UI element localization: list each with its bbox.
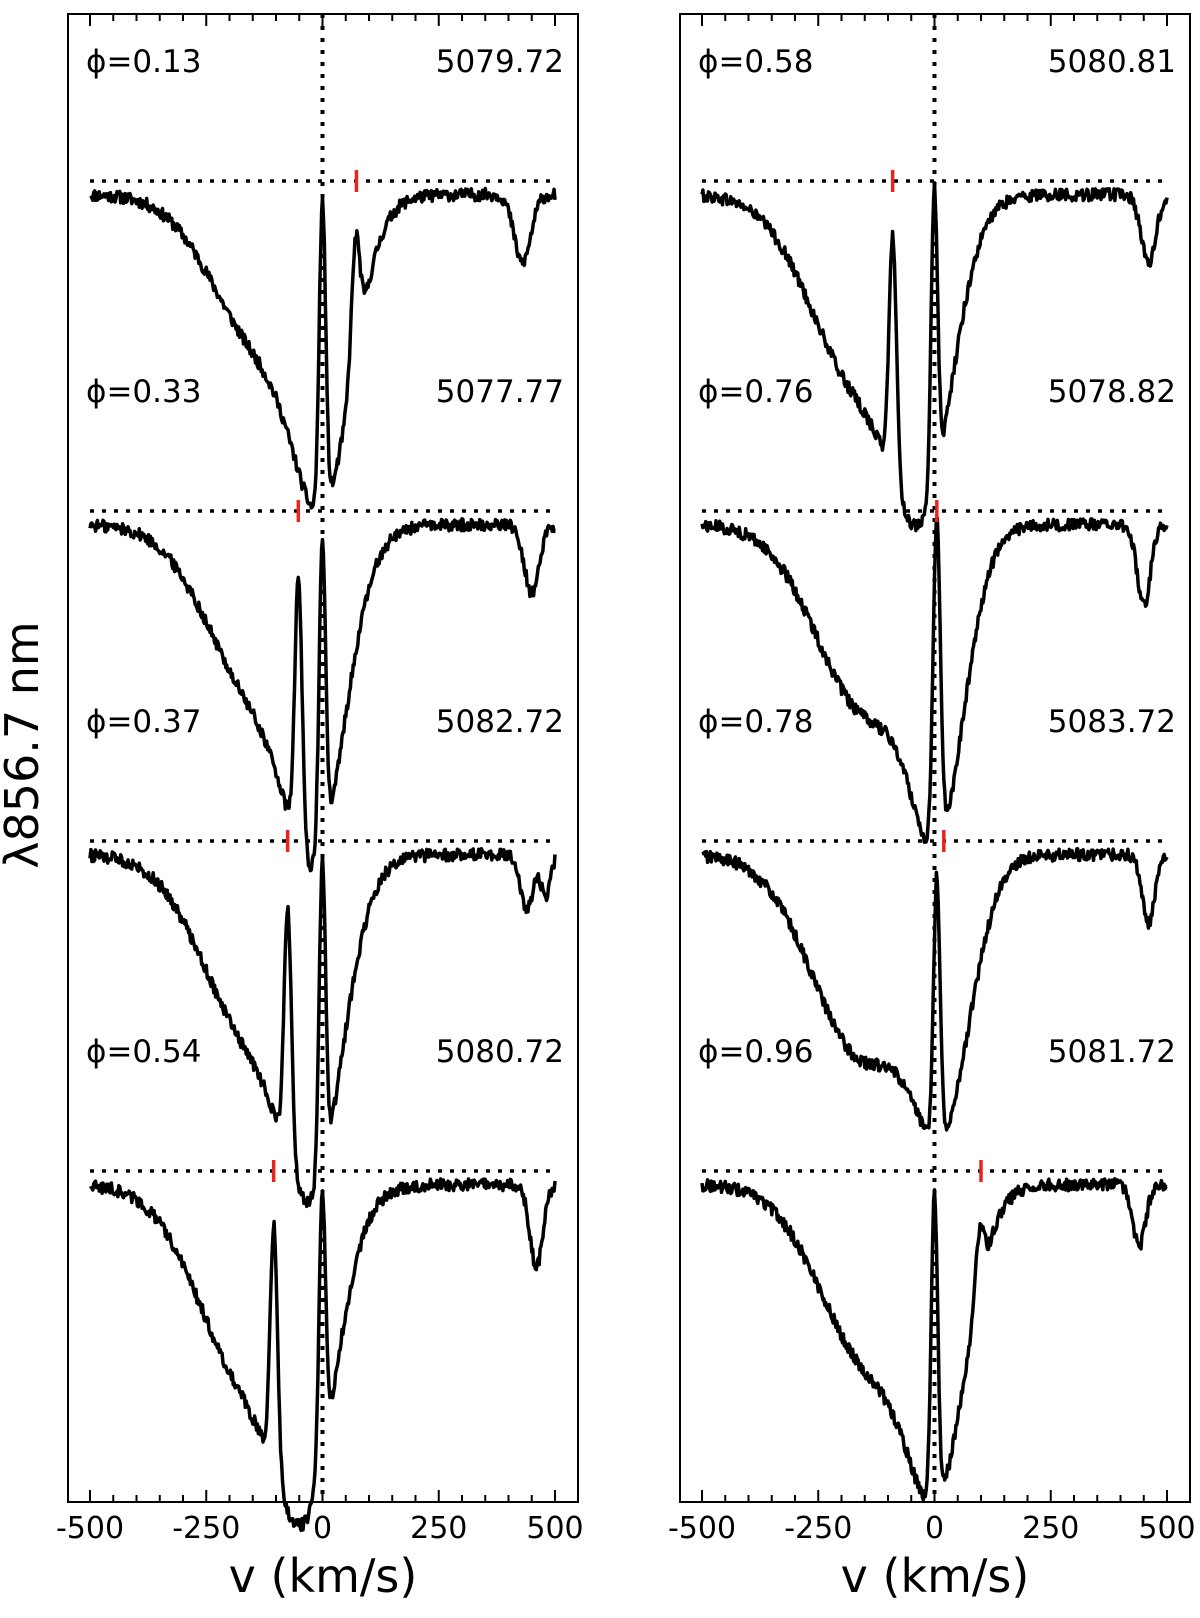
date-label: 5081.72 [1048, 1034, 1176, 1070]
phase-label: ϕ=0.37 [86, 704, 201, 740]
date-label: 5082.72 [436, 704, 564, 740]
date-label: 5078.82 [1048, 374, 1176, 410]
phase-label: ϕ=0.78 [698, 704, 813, 740]
date-label: 5083.72 [1048, 704, 1176, 740]
x-tick-label: 250 [410, 1511, 467, 1546]
phase-label: ϕ=0.96 [698, 1034, 813, 1070]
x-tick-label: 0 [313, 1511, 332, 1546]
x-axis-title: v (km/s) [229, 1549, 418, 1603]
x-axis-title: v (km/s) [841, 1549, 1030, 1603]
x-tick-label: -500 [56, 1511, 124, 1546]
phase-label: ϕ=0.76 [698, 374, 813, 410]
x-tick-label: 500 [1138, 1511, 1195, 1546]
phase-label: ϕ=0.13 [86, 44, 201, 80]
x-tick-label: 0 [925, 1511, 944, 1546]
spectrum-line [89, 1177, 557, 1533]
x-tick-label: -250 [172, 1511, 240, 1546]
phase-label: ϕ=0.33 [86, 374, 201, 410]
y-axis-title: λ856.7 nm [0, 621, 49, 869]
date-label: 5079.72 [436, 44, 564, 80]
x-tick-label: 500 [526, 1511, 583, 1546]
right-panel: -500 -250 0 250 500 v (km/s) ϕ=0.58 5080.81 ϕ=0.… [668, 13, 1196, 1603]
phase-label: ϕ=0.58 [698, 44, 813, 80]
date-label: 5077.77 [436, 374, 564, 410]
date-label: 5080.81 [1048, 44, 1176, 80]
spectrum-line [700, 516, 1169, 844]
phase-label: ϕ=0.54 [86, 1034, 201, 1070]
spectrum-line [700, 1176, 1168, 1502]
spectrum-line [89, 186, 557, 510]
x-tick-label: -250 [784, 1511, 852, 1546]
date-label: 5080.72 [436, 1034, 564, 1070]
spectrum-line [700, 181, 1169, 533]
spectrum-line [701, 847, 1169, 1132]
left-panel: -500 -250 0 250 500 v (km/s) ϕ=0.13 5079.72 ϕ=0.… [56, 13, 584, 1603]
spectrum-line [88, 517, 556, 873]
x-tick-label: 250 [1022, 1511, 1079, 1546]
x-tick-label: -500 [668, 1511, 736, 1546]
spectrum-line [88, 847, 557, 1209]
